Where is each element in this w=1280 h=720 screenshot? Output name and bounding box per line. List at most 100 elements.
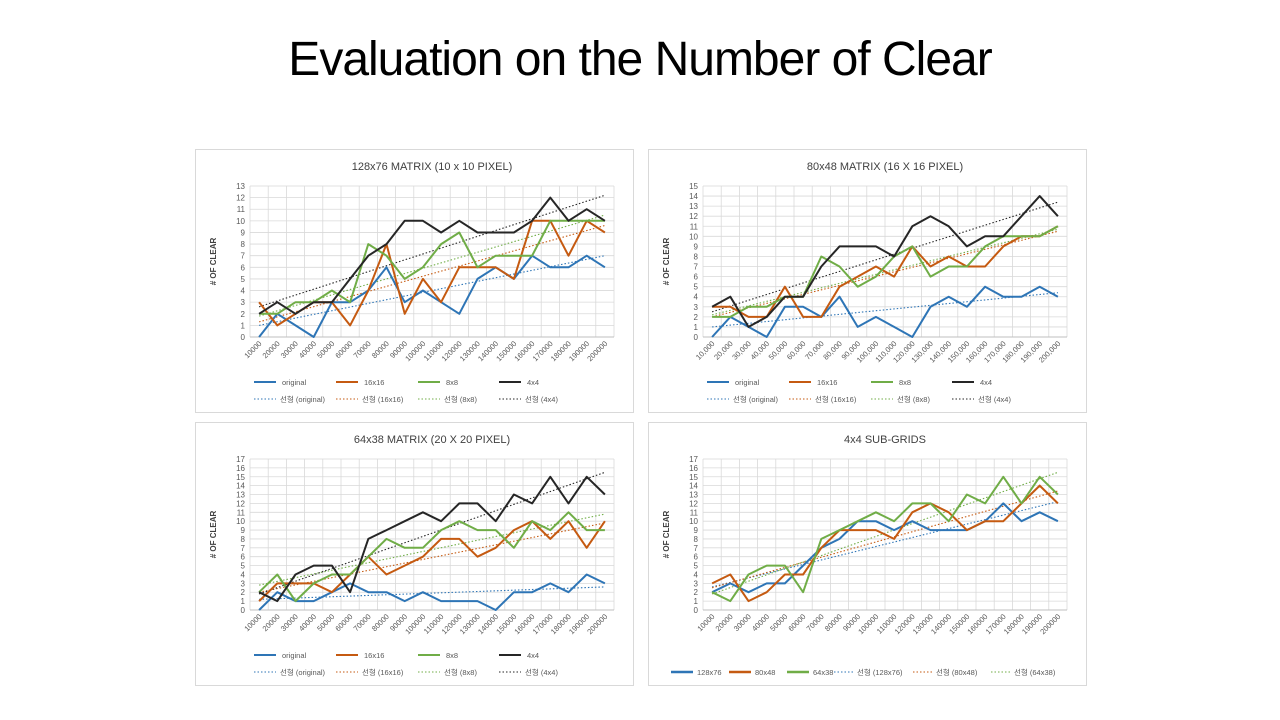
y-tick-label: 0 <box>241 333 246 342</box>
chart-80x48: 80x48 MATRIX (16 X 16 PIXEL) # OF CLEAR 0 1… <box>648 149 1087 413</box>
y-tick-label: 13 <box>236 182 245 191</box>
legend-trend-label: 선형 (16x16) <box>815 395 857 404</box>
y-tick-label: 5 <box>694 283 699 292</box>
y-tick-label: 14 <box>689 482 698 491</box>
y-tick-label: 7 <box>241 544 246 553</box>
series-line-4x4 <box>711 195 1059 328</box>
y-tick-label: 2 <box>694 588 699 597</box>
legend-trend-label: 선형 (64x38) <box>1014 668 1056 677</box>
legend-trend-label: 선형 (128x76) <box>857 668 903 677</box>
y-tick-label: 6 <box>694 273 699 282</box>
series-line-8x8 <box>259 219 605 315</box>
x-tick-label: 40000 <box>750 612 771 633</box>
x-tick-label: 70000 <box>352 339 373 360</box>
y-axis-label: # OF CLEAR <box>662 511 671 559</box>
legend-label-8x8: 8x8 <box>446 378 458 387</box>
y-tick-label: 11 <box>237 205 246 214</box>
y-tick-label: 6 <box>241 263 246 272</box>
y-tick-label: 9 <box>694 242 699 251</box>
x-tick-label: 50000 <box>315 339 336 360</box>
gridlines <box>249 458 615 611</box>
y-tick-label: 17 <box>689 455 698 464</box>
y-tick-label: 2 <box>241 310 246 319</box>
y-tick-label: 1 <box>241 321 246 330</box>
series-line-16x16 <box>712 225 1059 318</box>
chart-title: 128x76 MATRIX (10 x 10 PIXEL) <box>352 161 513 173</box>
legend-label-16x16: 16x16 <box>817 378 837 387</box>
x-tick-label: 50000 <box>768 612 789 633</box>
chart-4x4-subgrids: 4x4 SUB-GRIDS # OF CLEAR 0 1 2 3 4 5 6 7 8 9 10 11 12 1… <box>648 422 1087 686</box>
y-tick-label: 4 <box>694 570 699 579</box>
legend-label-128x76: 128x76 <box>697 668 722 677</box>
y-tick-label: 0 <box>694 606 699 615</box>
gridlines <box>702 185 1068 338</box>
y-axis-label: # OF CLEAR <box>209 511 218 559</box>
chart-4x4-subgrids-svg: 4x4 SUB-GRIDS# OF CLEAR01234567891011121… <box>662 434 1068 677</box>
legend: original 16x16 8x8 4x4 선형 (original) 선형 (16x1… <box>254 651 558 677</box>
x-tick-label: 80000 <box>823 612 844 633</box>
trendline-4x4 <box>258 471 606 595</box>
chart-title: 4x4 SUB-GRIDS <box>844 434 926 446</box>
y-tick-label: 9 <box>241 526 246 535</box>
y-tick-label: 3 <box>241 579 246 588</box>
y-tick-label: 13 <box>689 202 698 211</box>
y-tick-label: 5 <box>241 562 246 571</box>
series-line-original <box>258 254 606 338</box>
series-line-original <box>711 285 1059 338</box>
legend-trend-label: 선형 (4x4) <box>525 668 558 677</box>
x-tick-label: 10,000 <box>694 339 717 362</box>
y-tick-label: 1 <box>694 597 699 606</box>
legend-trend-label: 선형 (4x4) <box>978 395 1011 404</box>
x-tick-label: 50,000 <box>767 339 790 362</box>
y-tick-label: 2 <box>241 588 246 597</box>
legend-label-8x8: 8x8 <box>446 651 458 660</box>
y-tick-label: 7 <box>241 252 246 261</box>
x-tick-label: 10000 <box>242 612 263 633</box>
y-tick-label: 6 <box>694 553 699 562</box>
y-tick-label: 0 <box>694 333 699 342</box>
x-tick-label: 50000 <box>315 612 336 633</box>
legend-trend-label: 선형 (8x8) <box>444 668 477 677</box>
x-tick-label: 30,000 <box>730 339 753 362</box>
series-line-64x38 <box>711 475 1059 603</box>
legend-trend-label: 선형 (4x4) <box>525 395 558 404</box>
y-tick-label: 12 <box>689 499 698 508</box>
legend-label-4x4: 4x4 <box>980 378 992 387</box>
x-tick-label: 200000 <box>1038 612 1062 636</box>
y-tick-label: 3 <box>241 298 246 307</box>
x-tick-label: 200000 <box>585 612 609 636</box>
x-tick-label: 70000 <box>805 612 826 633</box>
legend-trend-label: 선형 (80x48) <box>936 668 978 677</box>
chart-title: 64x38 MATRIX (20 X 20 PIXEL) <box>354 434 510 446</box>
y-tick-label: 2 <box>694 313 699 322</box>
trendline-16x16 <box>258 224 606 323</box>
trendline-16x16 <box>258 522 606 593</box>
x-tick-label: 30000 <box>732 612 753 633</box>
y-tick-label: 8 <box>694 535 699 544</box>
y-tick-label: 9 <box>694 526 699 535</box>
y-tick-label: 0 <box>241 606 246 615</box>
y-axis-label: # OF CLEAR <box>209 238 218 286</box>
y-tick-label: 8 <box>694 252 699 261</box>
series-line-128x76 <box>711 502 1059 594</box>
x-tick-label: 30000 <box>279 612 300 633</box>
trendline-original <box>259 586 605 600</box>
y-tick-label: 11 <box>237 508 246 517</box>
legend-label-16x16: 16x16 <box>364 651 384 660</box>
x-tick-label: 70,000 <box>803 339 826 362</box>
gridlines <box>702 458 1068 611</box>
y-tick-label: 4 <box>241 287 246 296</box>
y-tick-label: 16 <box>236 464 245 473</box>
y-tick-label: 11 <box>690 508 699 517</box>
trendline-64x38 <box>711 471 1059 595</box>
x-tick-label: 200000 <box>585 339 609 363</box>
legend-trend-label: 선형 (8x8) <box>897 395 930 404</box>
legend-label-4x4: 4x4 <box>527 378 539 387</box>
y-tick-label: 8 <box>241 535 246 544</box>
x-tick-label: 20,000 <box>712 339 735 362</box>
y-tick-label: 5 <box>694 562 699 571</box>
y-tick-label: 12 <box>236 499 245 508</box>
y-tick-label: 7 <box>694 544 699 553</box>
x-tick-label: 80000 <box>370 612 391 633</box>
x-tick-label: 80000 <box>370 339 391 360</box>
